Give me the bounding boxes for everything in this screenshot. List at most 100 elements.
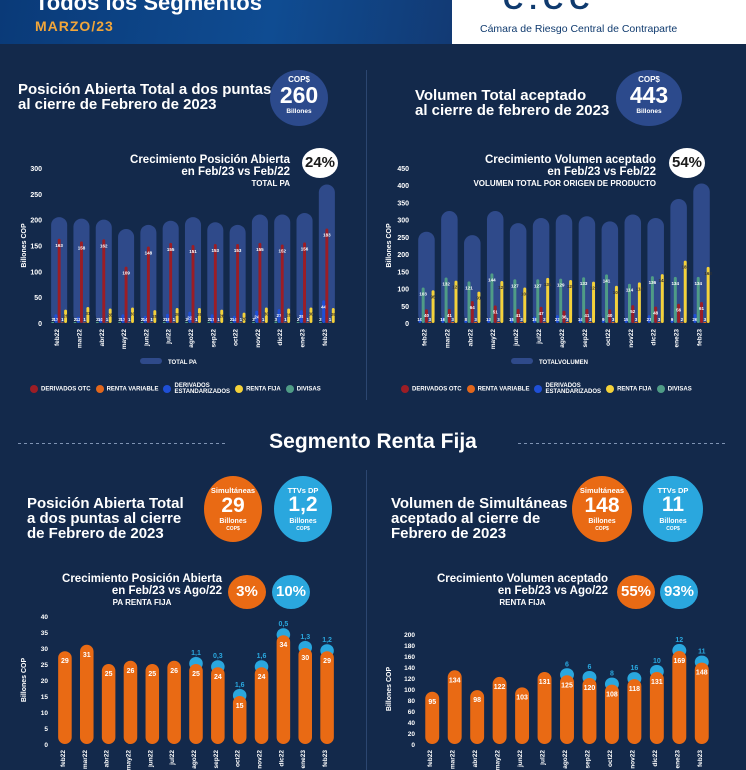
chart-vol-bar-divisas: [650, 276, 654, 323]
chart-pa-value-label: 1: [262, 317, 265, 322]
chart-vol-ytick: 50: [401, 304, 409, 311]
chart-pa-ytick: 50: [34, 295, 42, 302]
chart-vol-bar-renta-variable: [497, 321, 501, 323]
chart-parf-ytick: 10: [41, 710, 49, 717]
chart-vol-bar-derivados-estandarizados: [464, 320, 468, 323]
chart-vol-ytick: 350: [397, 200, 409, 207]
chart-pa-bar-derivados-estandarizados: [121, 314, 125, 323]
chart-pa-value-label: 151: [189, 249, 197, 254]
chart-pa-value-label: 31: [85, 311, 91, 316]
chart-vol-value-label: 3: [520, 317, 523, 322]
chart-parf-xtick: feb23: [322, 750, 329, 767]
chart-vol-value-label: 13: [486, 317, 492, 322]
legend-derivados-otc: DERIVADOS OTC: [41, 386, 91, 393]
chart-pa-bar-divisas: [318, 321, 322, 323]
chart-pa-value-label: 24: [254, 315, 260, 320]
chart-pa-value-label: 156: [301, 246, 309, 251]
chart-vol-bar-divisas: [444, 277, 448, 323]
chart-pa-bar-renta-variable: [83, 322, 87, 323]
chart-parf-simultaneas-label: 25: [148, 671, 156, 678]
vol-chart-title: Crecimiento Volumen aceptado en Feb/23 v…: [473, 154, 656, 190]
chart-pa-ytick: 150: [30, 244, 42, 251]
chart-pa-bar-divisas: [118, 321, 122, 323]
rf-pa-panel-title: Posición Abierta Total a dos puntas al c…: [27, 496, 184, 541]
rf-vol-chart: 0 20 40 60 80 100 120 140 160 180 200 Billones COP 9…: [386, 632, 709, 770]
chart-volrf-simultaneas-bar: [470, 690, 485, 744]
pa-chart-subtitle: TOTAL PA: [251, 179, 290, 188]
chart-pa-value-label: 30: [264, 312, 270, 317]
chart-pa-bar-derivados-otc: [102, 239, 106, 323]
chart-pa-bar-renta-variable: [261, 322, 265, 323]
chart-vol-value-label: 136: [649, 280, 657, 285]
chart-pa-value-label: 158: [78, 245, 86, 250]
chart-pa-bar-divisas: [73, 321, 77, 323]
chart-pa-xtick: mar22: [76, 329, 83, 349]
chart-vol-total-legend-swatch: [511, 358, 533, 364]
chart-pa-value-label: 2: [252, 317, 255, 322]
segment-line-left: [18, 443, 228, 444]
chart-parf-xtick: abr22: [104, 750, 111, 768]
legend-divisas: DIVISAS: [296, 386, 321, 393]
chart-vol-ytick: 400: [397, 183, 409, 190]
chart-pa-ytick: 0: [38, 321, 42, 328]
chart-pa-value-label: 26: [63, 314, 69, 319]
chart-vol-value-label: 121: [465, 285, 473, 290]
chart-parf-xtick: mar22: [82, 750, 89, 770]
chart-pa-bar-renta-variable: [217, 322, 220, 323]
chart-vol-bar-derivados-otc: [654, 306, 658, 323]
chart-pa-value-label: 2: [319, 317, 322, 322]
column-divider-bottom: [366, 470, 367, 770]
chart-pa-bar-renta-variable: [127, 322, 131, 323]
chart-pa-value-label: 28: [108, 313, 114, 318]
chart-pa-bar-derivados-otc: [169, 242, 173, 323]
chart-volrf-simultaneas-bar: [492, 676, 507, 744]
chart-vol-bar-divisas: [627, 283, 631, 323]
vol-chart-title-line2: en Feb/23 vs Feb/22: [547, 166, 656, 178]
chart-parf-ytick: 25: [41, 662, 49, 669]
chart-parf-simultaneas-bar: [123, 660, 138, 744]
rf-pa-chart-title: Crecimiento Posición Abierta en Feb/23 v…: [62, 573, 222, 609]
chart-vol-bar-renta-variable: [703, 321, 707, 323]
chart-pa-bar-derivados-otc: [57, 238, 61, 323]
chart-volrf-simultaneas-bar: [537, 671, 552, 744]
rf-pa-chart-title-line2: en Feb/23 vs Ago/22: [111, 585, 222, 597]
chart-vol-bar-renta-fija: [454, 280, 458, 323]
chart-volrf-xtick: ago22: [562, 750, 569, 769]
chart-pa-value-label: 109: [122, 271, 130, 276]
column-divider: [366, 70, 367, 400]
rf-pa-ttvs-bubble: TTVs DP 1,2 Billones COP$: [274, 476, 332, 542]
chart-pa-value-label: 2: [163, 317, 166, 322]
legend-dot-derivados-otc: [30, 385, 38, 393]
chart-volrf-ytick: 20: [408, 731, 416, 738]
chart-pa-bar-derivados-otc: [236, 243, 240, 323]
chart-pa-bar-derivados-estandarizados: [277, 309, 281, 323]
chart-volrf-ytick: 160: [404, 654, 415, 661]
chart-vol-bar-renta-variable: [542, 322, 546, 323]
chart-volrf-simultaneas-bar: [560, 675, 574, 744]
rf-pa-bubble2-value: 1,2: [288, 493, 318, 516]
chart-pa-bar-derivados-estandarizados: [76, 316, 80, 323]
chart-pa-value-label: 1: [217, 317, 220, 322]
chart-volrf-xtick: abr22: [472, 750, 479, 768]
chart-pa-value-label: 2: [51, 317, 54, 322]
chart-volrf-simultaneas-bar: [672, 651, 687, 744]
chart-pa-value-label: 2: [230, 317, 233, 322]
chart-vol-value-label: 91: [476, 296, 482, 301]
chart-pa-bar-derivados-estandarizados: [322, 300, 326, 323]
chart-vol-value-label: 64: [470, 305, 476, 310]
chart-parf-simultaneas-bar: [320, 651, 334, 744]
chart-vol-value-label: 41: [584, 313, 590, 318]
chart-vol-xtick: abr22: [467, 329, 474, 347]
chart-parf-simultaneas-label: 31: [83, 652, 91, 659]
chart-vol-bar-derivados-otc: [539, 306, 543, 323]
chart-vol-bar-derivados-otc: [516, 308, 520, 323]
chart-vol-bar-derivados-otc: [631, 305, 635, 323]
legend2-dot-renta-fija: [606, 385, 615, 393]
chart-pa-bar-derivados-otc: [258, 242, 262, 323]
chart-parf-ytick: 30: [41, 646, 49, 653]
chart-pa-xtick: jul22: [166, 329, 173, 345]
rf-vol-ttvs-bubble: TTVs DP 11 Billones COP$: [643, 476, 703, 542]
chart-volrf-ytick: 200: [404, 632, 415, 639]
pa-title-line1: Posición Abierta Total a dos puntas: [18, 81, 272, 98]
